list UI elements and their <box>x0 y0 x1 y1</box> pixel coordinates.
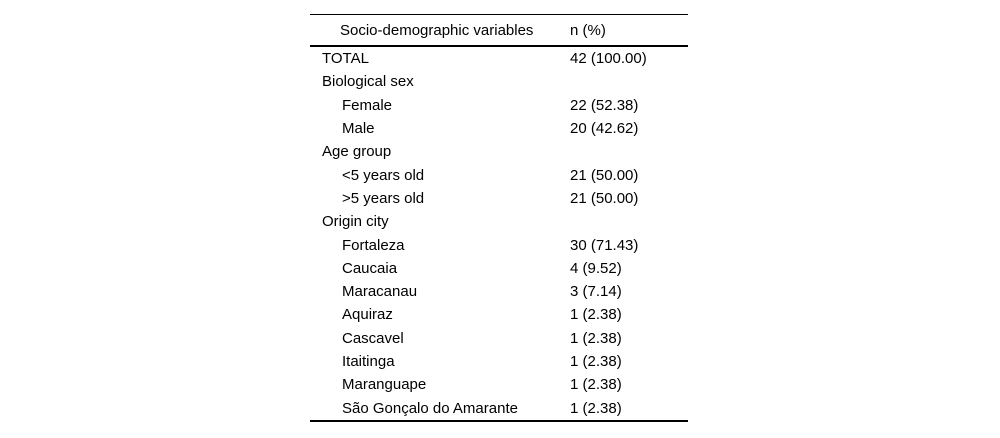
row-label: Biological sex <box>322 73 414 91</box>
row-label: >5 years old <box>342 189 425 207</box>
row-value: 1 (2.38) <box>570 329 622 347</box>
table-row: Maracanau 3 (7.14) <box>310 280 688 303</box>
table-row: Aquiraz 1 (2.38) <box>310 303 688 326</box>
column-header-variables: Socio-demographic variables <box>340 21 534 39</box>
row-label: São Gonçalo do Amarante <box>342 399 518 417</box>
table-row: Itaitinga 1 (2.38) <box>310 350 688 373</box>
table-header-row: Socio-demographic variables n (%) <box>310 15 688 47</box>
table-row: Origin city <box>310 210 688 233</box>
row-value: 30 (71.43) <box>570 236 639 254</box>
row-value: 22 (52.38) <box>570 96 639 114</box>
row-label: TOTAL <box>322 50 369 68</box>
table-row: São Gonçalo do Amarante 1 (2.38) <box>310 396 688 419</box>
row-label: Age group <box>322 143 392 161</box>
table-row: Age group <box>310 140 688 163</box>
row-value: 1 (2.38) <box>570 376 622 394</box>
row-label: Cascavel <box>342 329 404 347</box>
row-label: Maracanau <box>342 283 418 301</box>
row-label: Maranguape <box>342 376 427 394</box>
table-body: TOTAL 42 (100.00) Biological sex Female 22 (… <box>310 47 688 420</box>
row-label: Caucaia <box>342 259 398 277</box>
row-value: 1 (2.38) <box>570 306 622 324</box>
row-label: Female <box>342 96 393 114</box>
table-row: <5 years old 21 (50.00) <box>310 163 688 186</box>
table-row: Fortaleza 30 (71.43) <box>310 233 688 256</box>
socio-demographic-table: Socio-demographic variables n (%) TOTAL 4… <box>310 14 688 422</box>
row-value: 20 (42.62) <box>570 120 639 138</box>
table-row: Biological sex <box>310 70 688 93</box>
row-label: <5 years old <box>342 166 425 184</box>
column-header-n-percent: n (%) <box>570 21 606 39</box>
table-row: Cascavel 1 (2.38) <box>310 327 688 350</box>
row-value: 21 (50.00) <box>570 166 639 184</box>
row-value: 1 (2.38) <box>570 353 622 370</box>
table-row: Male 20 (42.62) <box>310 117 688 140</box>
table-row: Maranguape 1 (2.38) <box>310 373 688 396</box>
row-label: Origin city <box>322 213 389 231</box>
row-label: Aquiraz <box>342 306 393 324</box>
row-value: 1 (2.38) <box>570 399 622 417</box>
row-value: 42 (100.00) <box>570 50 647 68</box>
table-row: Caucaia 4 (9.52) <box>310 257 688 280</box>
table-row: >5 years old 21 (50.00) <box>310 187 688 210</box>
row-label: Fortaleza <box>342 236 405 254</box>
row-value: 4 (9.52) <box>570 259 622 277</box>
row-label: Itaitinga <box>342 353 395 370</box>
row-value: 21 (50.00) <box>570 189 639 207</box>
row-value: 3 (7.14) <box>570 283 622 301</box>
row-label: Male <box>342 120 375 138</box>
table-row: Female 22 (52.38) <box>310 94 688 117</box>
table-row: TOTAL 42 (100.00) <box>310 47 688 70</box>
